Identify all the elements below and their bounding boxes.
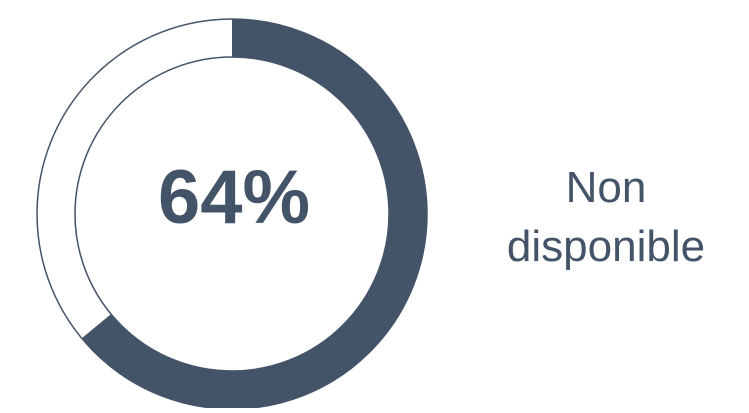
availability-label-line2: disponible bbox=[506, 222, 706, 272]
donut-filled-segment bbox=[81, 19, 428, 409]
availability-label-line1: Non bbox=[565, 163, 647, 212]
availability-label: Non disponible bbox=[486, 158, 726, 277]
percentage-value: 64% bbox=[157, 155, 311, 240]
